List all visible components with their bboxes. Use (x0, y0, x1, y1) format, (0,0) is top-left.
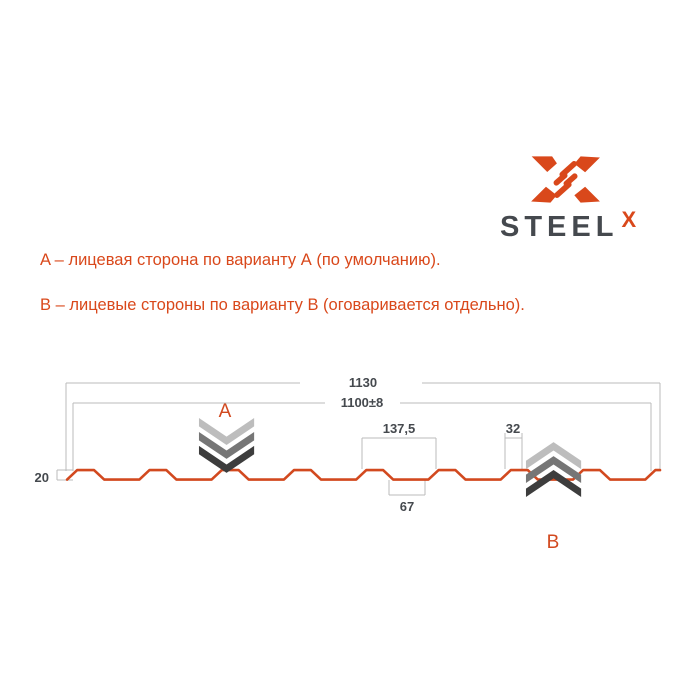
svg-text:20: 20 (35, 470, 49, 485)
svg-text:137,5: 137,5 (383, 421, 416, 436)
svg-text:32: 32 (506, 421, 520, 436)
svg-text:B: B (547, 532, 560, 553)
svg-text:67: 67 (400, 499, 414, 514)
svg-text:A: A (219, 401, 232, 422)
svg-text:1130: 1130 (349, 375, 377, 390)
svg-text:1100±8: 1100±8 (341, 395, 384, 410)
